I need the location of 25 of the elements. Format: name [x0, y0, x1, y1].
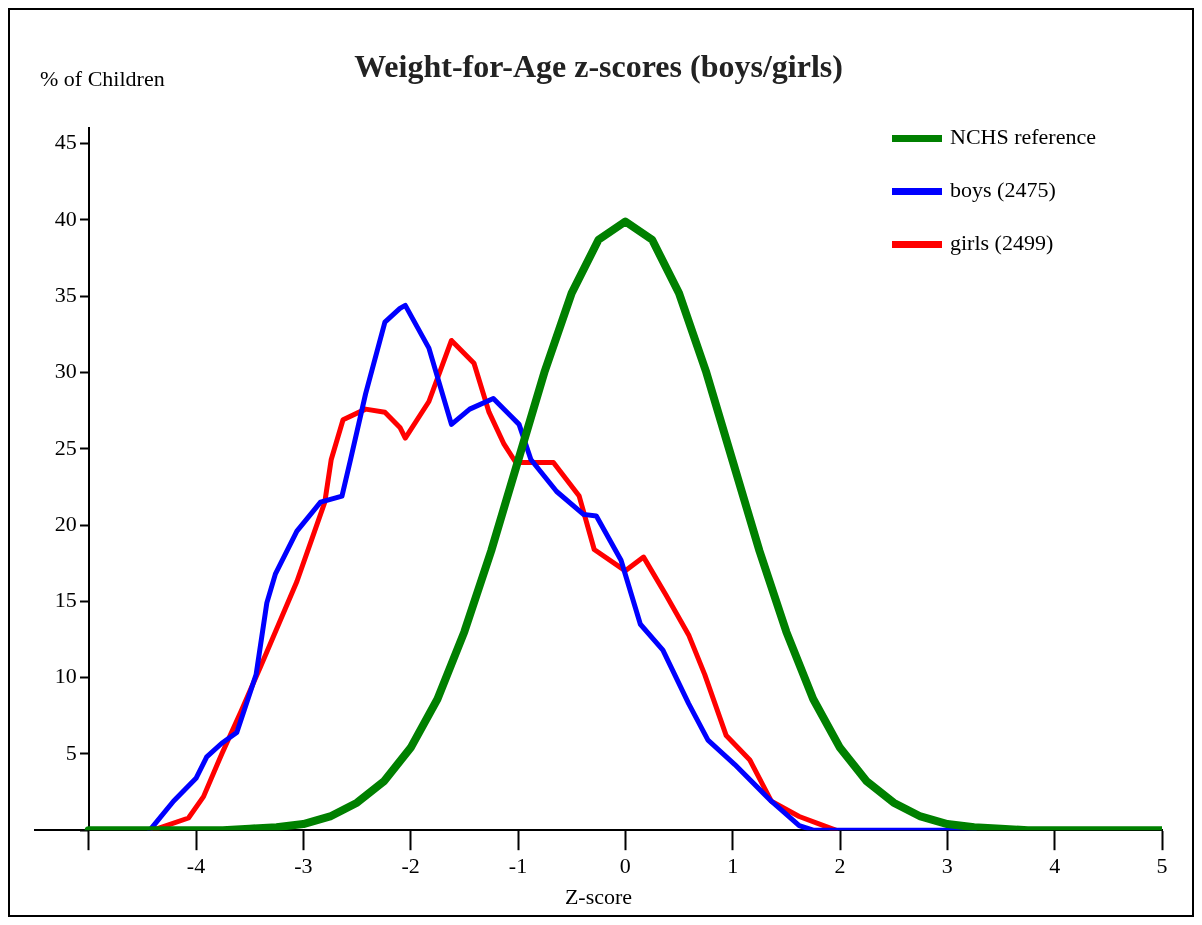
x-tick-label: -3: [294, 853, 313, 879]
legend-label: NCHS reference: [950, 124, 1096, 150]
x-tick-label: -1: [508, 853, 528, 879]
y-tick-label: 25: [54, 434, 77, 460]
x-tick-label: 3: [941, 853, 953, 879]
y-tick-label: 40: [54, 205, 77, 231]
x-tick-label: 5: [1156, 853, 1168, 879]
x-tick-label: 4: [1049, 853, 1061, 879]
legend-label: girls (2499): [950, 230, 1054, 256]
x-tick-label: 0: [619, 853, 631, 879]
y-tick-label: 45: [54, 129, 77, 155]
y-tick-label: 35: [54, 282, 77, 307]
y-tick-label: 5: [65, 739, 77, 765]
x-tick-label: 2: [834, 853, 846, 879]
y-tick-label: 20: [54, 510, 77, 536]
x-tick-label: -4: [186, 853, 206, 879]
x-axis-title: Z-score: [564, 883, 633, 909]
y-tick-label: 15: [54, 587, 77, 613]
x-tick-label: -2: [401, 853, 420, 879]
y-tick-label: 10: [54, 663, 77, 689]
legend-label: boys (2475): [950, 177, 1056, 203]
x-tick-label: 1: [727, 853, 739, 879]
y-tick-label: 30: [54, 358, 77, 384]
y-axis-title: % of Children: [40, 66, 165, 91]
chart-title: Weight-for-Age z-scores (boys/girls): [354, 48, 843, 85]
